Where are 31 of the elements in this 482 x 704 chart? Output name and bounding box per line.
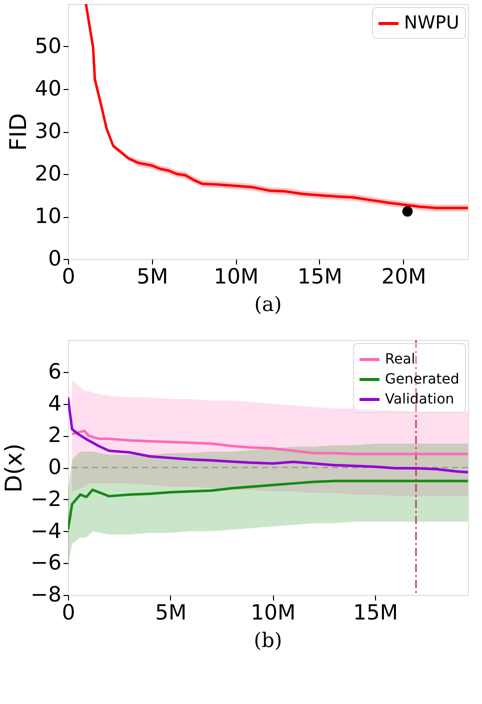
y-tick-label: 20 (34, 162, 62, 186)
x-tick-label: 15M (298, 264, 342, 288)
y-tick-label: 30 (34, 119, 62, 143)
legend-label: Validation (385, 392, 454, 408)
legend-label: NWPU (404, 12, 460, 34)
y-tick-label: 0 (48, 246, 62, 270)
y-axis-title: FID (6, 113, 32, 151)
x-tick-label: 5M (136, 264, 168, 288)
line-series (68, 480, 468, 531)
legend-label: Real (385, 352, 416, 368)
x-tick-label: 10M (250, 600, 296, 624)
legend-label: Generated (385, 372, 460, 388)
y-tick-label: −4 (30, 518, 62, 543)
y-tick-label: 4 (48, 391, 62, 416)
text: (a) (254, 292, 282, 316)
x-tick-label: 10M (214, 264, 259, 288)
y-tick-label: 50 (34, 34, 62, 58)
y-tick-label: 10 (34, 204, 62, 228)
x-tick-label: 5M (155, 600, 187, 624)
y-axis-title: D(x) (2, 443, 28, 493)
line-series (70, 430, 468, 456)
y-tick-label: 0 (48, 455, 62, 479)
x-tick-label: 20M (381, 264, 426, 288)
y-tick-label: −6 (30, 550, 62, 575)
text: (b) (254, 628, 282, 652)
y-tick-label: −8 (30, 582, 62, 606)
y-tick-label: −2 (30, 486, 62, 511)
y-tick-label: 6 (48, 359, 62, 384)
x-tick-label: 15M (353, 600, 398, 624)
y-tick-label: 40 (34, 76, 62, 100)
y-tick-label: 2 (48, 423, 62, 448)
